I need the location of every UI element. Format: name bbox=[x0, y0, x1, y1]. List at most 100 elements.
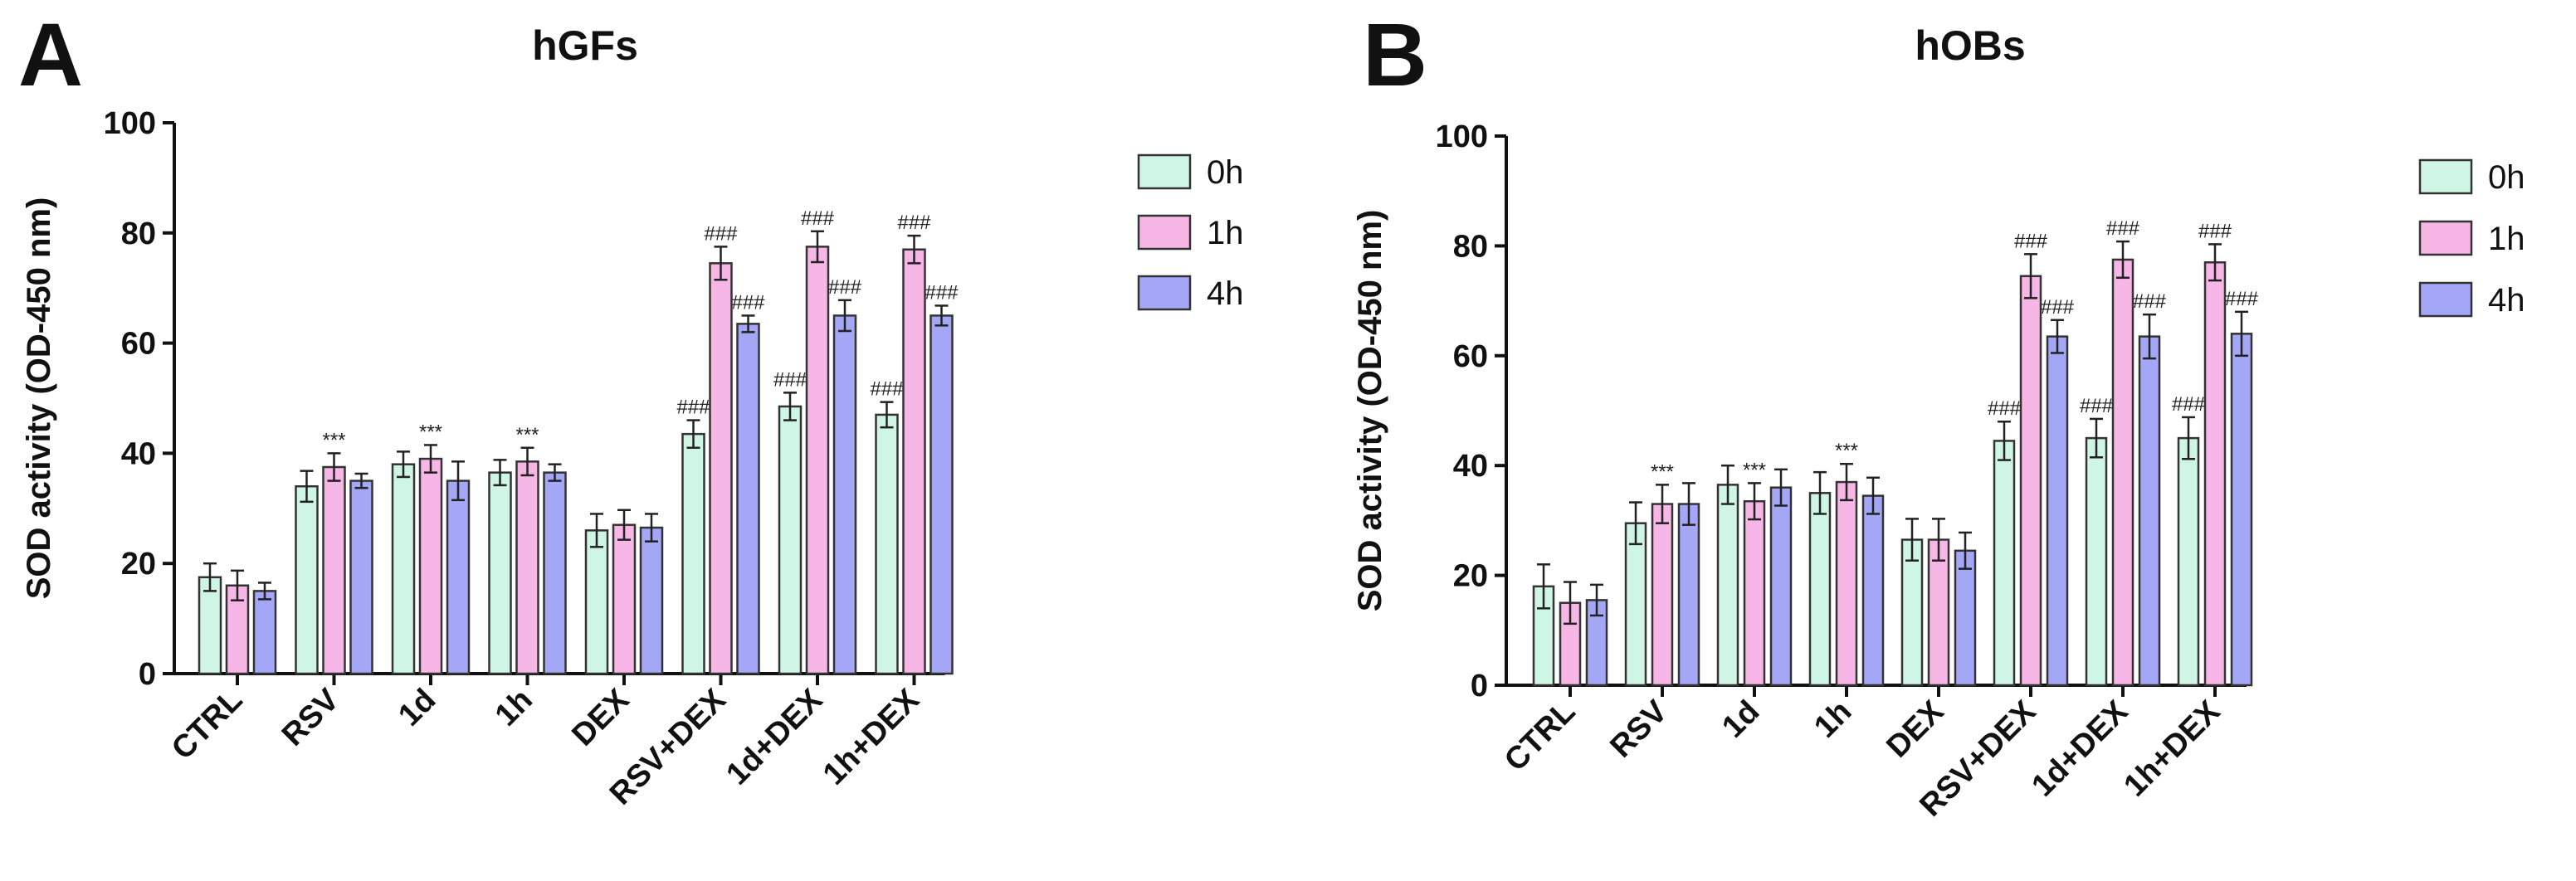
y-tick-label: 100 bbox=[1436, 119, 1488, 154]
significance-label: ### bbox=[676, 397, 710, 419]
bar bbox=[446, 479, 471, 675]
y-tick-label: 0 bbox=[1471, 669, 1488, 703]
bar bbox=[1808, 492, 1832, 687]
significance-label: ### bbox=[704, 222, 738, 245]
bar bbox=[295, 484, 319, 675]
bar bbox=[2203, 261, 2227, 687]
bar bbox=[1743, 499, 1766, 687]
y-tick-label: 100 bbox=[104, 106, 156, 141]
significance-label: ### bbox=[2172, 393, 2206, 416]
y-tick-label: 0 bbox=[139, 657, 156, 692]
bar bbox=[1835, 480, 1858, 687]
legend-swatch bbox=[2418, 220, 2473, 256]
y-axis-label: SOD activity (OD-450 nm) bbox=[21, 197, 57, 600]
bar bbox=[515, 460, 539, 675]
bar bbox=[805, 246, 830, 675]
x-tick-label: CTRL bbox=[165, 683, 249, 767]
significance-label: ### bbox=[2198, 220, 2232, 242]
bar bbox=[2138, 335, 2161, 687]
y-tick-label: 40 bbox=[121, 436, 156, 471]
panel-a: A hGFs SOD activity (OD-450 nm) 0 20 40 60 80 1… bbox=[18, 4, 1244, 812]
bar bbox=[2085, 436, 2108, 687]
bar bbox=[736, 323, 760, 675]
legend-label: 1h bbox=[2488, 221, 2525, 257]
bar bbox=[1861, 494, 1885, 687]
bar bbox=[612, 523, 637, 675]
bar bbox=[2111, 258, 2134, 687]
bar bbox=[1716, 484, 1739, 687]
bar bbox=[488, 471, 512, 675]
legend-label: 4h bbox=[1207, 275, 1244, 312]
panel-letter: B bbox=[1363, 4, 1427, 105]
panel-letter: A bbox=[18, 4, 83, 105]
bar bbox=[1954, 549, 1977, 687]
y-tick-label: 20 bbox=[1453, 559, 1488, 594]
x-tick-label: 1h+DEX bbox=[2117, 694, 2227, 803]
bar bbox=[929, 314, 954, 675]
significance-label: *** bbox=[1651, 460, 1674, 483]
panel-b: B hOBs SOD activity (OD-450 nm) 0 20 40 60 80 1… bbox=[1288, 0, 2576, 881]
significance-label: ### bbox=[2041, 296, 2075, 319]
significance-label: ### bbox=[2106, 217, 2140, 240]
y-tick-label: 20 bbox=[121, 547, 156, 582]
x-tick-label: 1d+DEX bbox=[720, 682, 829, 791]
bar bbox=[2046, 335, 2069, 687]
bar bbox=[1900, 538, 1924, 687]
x-tick-label: 1h bbox=[1808, 694, 1858, 745]
bar bbox=[322, 465, 346, 675]
bar bbox=[1993, 440, 2016, 687]
bar bbox=[1651, 503, 1674, 687]
legend-swatch bbox=[2418, 158, 2473, 195]
chart-title: hGFs bbox=[532, 22, 638, 69]
legend-swatch bbox=[1137, 153, 1192, 190]
y-tick-label: 60 bbox=[121, 327, 156, 362]
bar bbox=[1769, 486, 1793, 687]
bar bbox=[2177, 436, 2200, 687]
significance-label: ### bbox=[773, 368, 807, 391]
significance-label: *** bbox=[322, 429, 345, 451]
bar bbox=[543, 471, 567, 675]
significance-label: ### bbox=[828, 276, 862, 299]
y-tick-label: 80 bbox=[1453, 229, 1488, 264]
significance-label: *** bbox=[515, 424, 539, 446]
x-tick-label: RSV bbox=[276, 682, 346, 752]
x-tick-label: 1h+DEX bbox=[817, 682, 926, 791]
x-tick-label: 1h bbox=[489, 683, 539, 733]
legend-swatch bbox=[1137, 275, 1192, 311]
legend-swatch bbox=[1137, 214, 1192, 251]
bar bbox=[639, 526, 664, 675]
significance-label: *** bbox=[1835, 440, 1858, 462]
significance-label: ### bbox=[1988, 397, 2022, 420]
bar bbox=[198, 576, 222, 675]
significance-label: ### bbox=[731, 291, 765, 314]
chart-hgfs: hGFs SOD activity (OD-450 nm) 0 20 40 60 80 100… bbox=[21, 22, 1244, 812]
bar bbox=[902, 248, 926, 675]
bar bbox=[418, 457, 443, 675]
significance-label: ### bbox=[2014, 230, 2048, 252]
significance-label: ### bbox=[801, 207, 835, 230]
bar bbox=[681, 432, 705, 675]
y-tick-label: 40 bbox=[1453, 449, 1488, 484]
bar bbox=[2019, 275, 2042, 687]
significance-label: ### bbox=[2080, 395, 2114, 417]
significance-label: ### bbox=[2133, 290, 2167, 313]
bar bbox=[709, 262, 733, 675]
legend-label: 0h bbox=[1207, 154, 1244, 191]
significance-label: ### bbox=[870, 378, 904, 401]
y-tick-label: 80 bbox=[121, 217, 156, 251]
bar bbox=[584, 529, 609, 675]
bar bbox=[2230, 333, 2253, 687]
legend-label: 4h bbox=[2488, 282, 2525, 319]
x-tick-label: 1d+DEX bbox=[2025, 694, 2134, 803]
x-tick-label: 1d bbox=[1715, 694, 1766, 745]
bar bbox=[778, 405, 803, 675]
bar bbox=[1927, 538, 1950, 687]
legend-label: 1h bbox=[1207, 215, 1244, 251]
y-axis-label: SOD activity (OD-450 nm) bbox=[1352, 210, 1388, 612]
chart-hobs: hOBs SOD activity (OD-450 nm) 0 20 40 60 80 100… bbox=[1352, 22, 2525, 824]
x-tick-label: 1d bbox=[392, 683, 442, 733]
significance-label: *** bbox=[419, 421, 442, 443]
bar bbox=[1624, 522, 1647, 687]
legend-label: 0h bbox=[2488, 159, 2525, 196]
bar bbox=[832, 314, 857, 675]
